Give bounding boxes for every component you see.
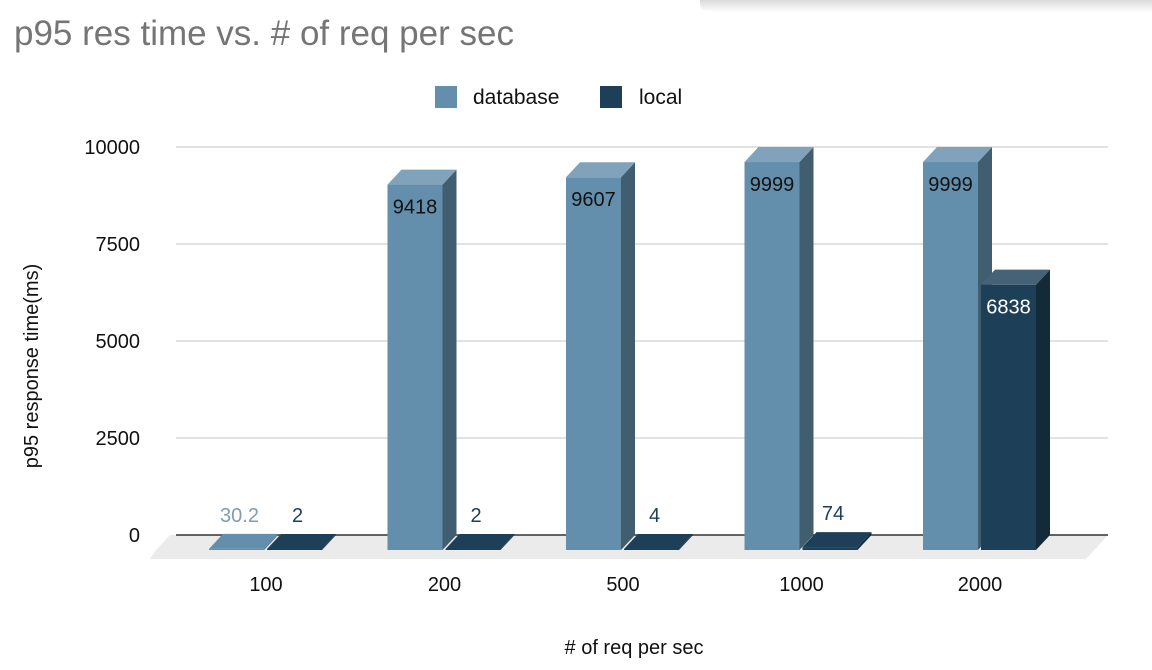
bar-top — [923, 147, 992, 163]
bar-side — [679, 534, 693, 550]
y-tick-label: 2500 — [96, 428, 141, 450]
x-tick-label: 2000 — [958, 574, 1003, 596]
bar-database-500 — [566, 162, 635, 550]
bar-front — [387, 184, 443, 550]
data-label-database-500: 9607 — [571, 189, 616, 211]
x-axis: 100 200 500 1000 2000 — [249, 574, 1002, 596]
bar-top — [209, 533, 278, 549]
data-label-local-200: 2 — [470, 505, 481, 527]
bar-front — [744, 162, 800, 550]
bar-top — [744, 147, 814, 163]
bar-front — [445, 549, 501, 550]
bar-top — [981, 269, 1050, 285]
data-label-database-1000: 9999 — [750, 174, 795, 196]
bar-front — [802, 547, 858, 550]
bar-front — [267, 549, 322, 550]
legend-swatch-local — [600, 86, 622, 108]
y-tick-label: 5000 — [96, 331, 141, 353]
bar-top — [445, 534, 515, 549]
legend-label-local: local — [639, 86, 682, 109]
bar-side — [1036, 269, 1050, 550]
bar-side — [500, 534, 515, 550]
data-label-local-100: 2 — [292, 505, 303, 527]
data-label-local-500: 4 — [649, 505, 660, 527]
bar-database-100 — [209, 533, 278, 550]
x-axis-title: # of req per sec — [565, 637, 704, 659]
bar-local-500 — [624, 534, 693, 550]
data-label-database-100: 30.2 — [220, 505, 259, 527]
window-edge-shadow — [700, 0, 1152, 12]
data-label-database-200: 9418 — [393, 197, 438, 219]
bars — [209, 147, 1050, 550]
bar-side — [264, 533, 278, 550]
x-tick-label: 500 — [606, 574, 639, 596]
chart-title: p95 res time vs. # of req per sec — [14, 14, 514, 53]
x-tick-label: 1000 — [779, 574, 824, 596]
y-tick-label: 0 — [129, 525, 140, 547]
bar-front — [624, 549, 679, 550]
bar-database-200 — [387, 169, 457, 550]
bar-top — [802, 532, 872, 548]
data-labels: 30.2 2 9418 2 9607 4 9999 74 9999 6838 — [220, 174, 1031, 527]
bar-front — [566, 177, 621, 550]
data-label-local-1000: 74 — [822, 503, 844, 525]
legend-label-database: database — [473, 86, 559, 109]
y-axis-title: p95 response time(ms) — [21, 264, 43, 469]
bar-top — [387, 169, 457, 185]
legend-swatch-database — [435, 86, 457, 108]
bar-top — [566, 162, 635, 178]
bar-side — [442, 169, 457, 550]
bar-local-2000 — [981, 269, 1050, 550]
y-tick-label: 7500 — [96, 234, 141, 256]
legend: database local — [435, 86, 682, 109]
bar-side — [857, 532, 872, 550]
bar-local-1000 — [802, 532, 872, 550]
bar-front — [981, 284, 1036, 550]
bar-top — [267, 534, 336, 549]
data-label-database-2000: 9999 — [928, 174, 973, 196]
y-tick-label: 10000 — [84, 137, 140, 159]
bar-side — [799, 147, 814, 550]
data-label-local-2000: 6838 — [986, 297, 1031, 319]
bar-top — [624, 534, 693, 549]
y-axis: 0 2500 5000 7500 10000 — [84, 137, 140, 547]
bar-local-200 — [445, 534, 515, 550]
bar-side — [621, 162, 635, 550]
x-tick-label: 200 — [428, 574, 461, 596]
bar-local-100 — [267, 534, 336, 550]
bar-front — [923, 162, 978, 550]
bar-database-1000 — [744, 147, 814, 550]
x-tick-label: 100 — [249, 574, 282, 596]
bar-side — [322, 534, 336, 550]
bar-front — [209, 548, 264, 550]
